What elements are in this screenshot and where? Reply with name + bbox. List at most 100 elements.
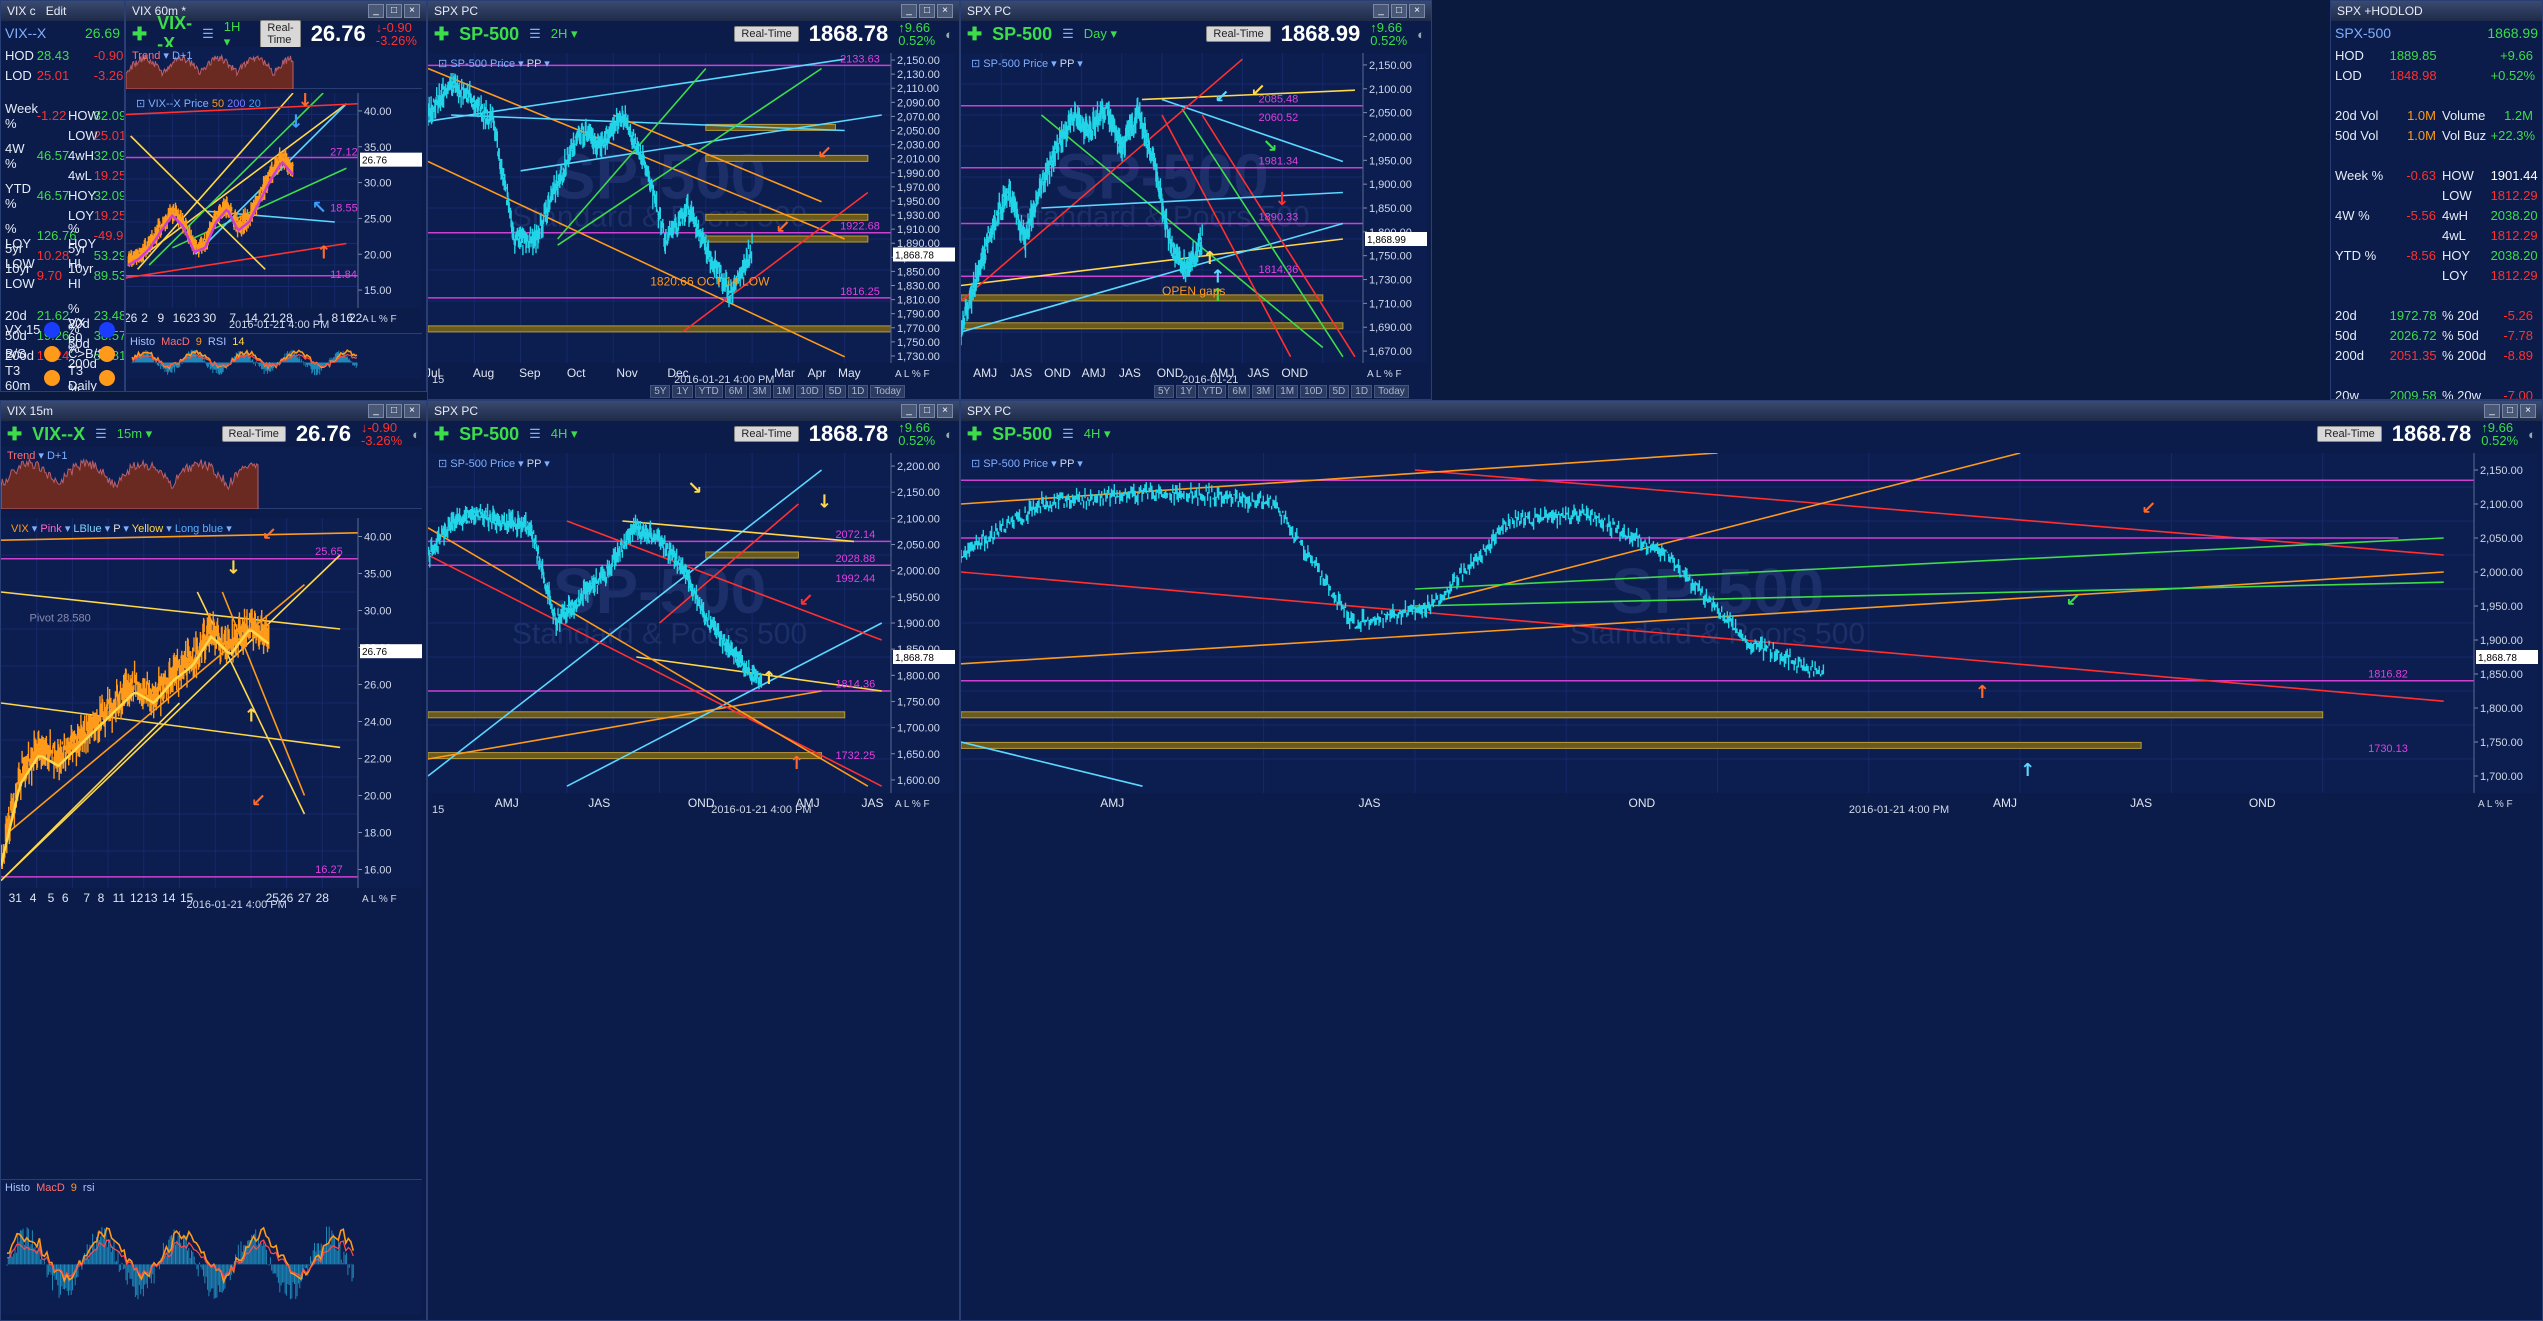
timeframe-button[interactable]: 3M: [1252, 385, 1275, 398]
minimize-button[interactable]: _: [368, 404, 384, 418]
close-button[interactable]: ×: [2520, 404, 2536, 418]
scale-options[interactable]: A L % F: [895, 369, 930, 380]
chart-titlebar[interactable]: SPX PC _ □ ×: [428, 401, 959, 421]
maximize-button[interactable]: □: [386, 4, 402, 18]
list-icon[interactable]: ☰: [1062, 26, 1074, 41]
list-icon[interactable]: ☰: [202, 26, 214, 41]
chart-titlebar[interactable]: VIX 15m _ □ ×: [1, 401, 426, 421]
realtime-button[interactable]: Real-Time: [1206, 26, 1271, 42]
list-icon[interactable]: ☰: [1062, 426, 1074, 441]
chart-plot-area[interactable]: ↓ ↓ ↖ ↑ 40.00 35.00 30.00 25.00 20.00 15.00 27.12 1…: [126, 93, 422, 308]
symbol-selector[interactable]: SP-500: [992, 23, 1053, 44]
interval-selector[interactable]: 15m ▾: [116, 426, 153, 441]
legend-item[interactable]: LBlue: [73, 523, 102, 535]
timeframe-button[interactable]: 5Y: [650, 385, 671, 398]
chart-plot-area[interactable]: SP-500 Standard & Poors 500 ↘ ↓ ↙ ↑ ↑ 2,200.00 2…: [428, 453, 955, 793]
scale-options[interactable]: A L % F: [2478, 799, 2513, 810]
close-button[interactable]: ×: [1409, 4, 1425, 18]
chart-titlebar[interactable]: VIX 60m * _ □ ×: [126, 1, 426, 21]
timeframe-button[interactable]: 3M: [748, 385, 771, 398]
timeframe-button[interactable]: 1M: [772, 385, 795, 398]
chart-titlebar[interactable]: SPX PC _ □ ×: [428, 1, 959, 21]
trend-study-panel[interactable]: Trend ▾ D+1: [1, 447, 422, 509]
chart-plot-area[interactable]: SP-500 Standard & Poors 500 ↙ ↙ ↑ ↑ 2,150.00 2,…: [961, 453, 2538, 793]
study-legend[interactable]: ⊡ SP-500 Price ▾ PP ▾: [971, 458, 1083, 470]
scale-options[interactable]: A L % F: [1367, 369, 1402, 380]
interval-selector[interactable]: 4H ▾: [1083, 426, 1111, 441]
timeframe-button[interactable]: YTD: [694, 385, 723, 398]
chart-titlebar[interactable]: SPX PC _ □ ×: [961, 401, 2542, 421]
lower-study-legend[interactable]: Histo MacD 9 rsi: [5, 1182, 101, 1194]
timeframe-button[interactable]: 6M: [724, 385, 747, 398]
symbol-selector[interactable]: SP-500: [459, 23, 520, 44]
vix-quote-titlebar[interactable]: VIX c Edit: [1, 1, 124, 21]
globe-icon[interactable]: ◐: [412, 426, 420, 442]
realtime-button[interactable]: Real-Time: [734, 426, 799, 442]
maximize-button[interactable]: □: [919, 4, 935, 18]
interval-selector[interactable]: 1H ▾: [223, 18, 241, 49]
realtime-button[interactable]: Real-Time: [221, 426, 286, 442]
legend-item[interactable]: P: [113, 523, 121, 535]
maximize-button[interactable]: □: [386, 404, 402, 418]
timeframe-button[interactable]: 5D: [1328, 385, 1350, 398]
study-legend[interactable]: ⊡ VIX--X Price 50 200 20: [136, 97, 261, 110]
edit-button[interactable]: Edit: [45, 4, 67, 18]
timeframe-button[interactable]: YTD: [1198, 385, 1227, 398]
minimize-button[interactable]: _: [2484, 404, 2500, 418]
spx-quote-titlebar[interactable]: SPX +HODLOD: [2331, 1, 2542, 21]
minimize-button[interactable]: _: [1373, 4, 1389, 18]
scale-options[interactable]: A L % F: [362, 894, 397, 905]
lower-study-panel[interactable]: Histo MacD 9 RSI 14: [126, 333, 422, 379]
timeframe-button[interactable]: Today: [1374, 385, 1409, 398]
trend-study-panel[interactable]: Trend ▾ D+1: [126, 47, 422, 89]
legend-item[interactable]: Yellow: [131, 523, 164, 535]
study-legend[interactable]: VIX ▾ Pink ▾ LBlue ▾ P ▾ Yellow ▾ Long b…: [11, 523, 232, 535]
interval-selector[interactable]: 2H ▾: [550, 26, 578, 41]
timeframe-button[interactable]: 1M: [1276, 385, 1299, 398]
realtime-button[interactable]: Real-Time: [260, 20, 301, 48]
close-button[interactable]: ×: [404, 404, 420, 418]
lower-study-legend[interactable]: Histo MacD 9 RSI 14: [130, 336, 251, 348]
maximize-button[interactable]: □: [1391, 4, 1407, 18]
timeframe-button[interactable]: 5D: [824, 385, 846, 398]
timeframe-button[interactable]: 6M: [1228, 385, 1251, 398]
add-symbol-icon[interactable]: ✚: [434, 23, 450, 44]
add-symbol-icon[interactable]: ✚: [132, 23, 148, 44]
study-legend[interactable]: ⊡ SP-500 Price ▾ PP ▾: [438, 58, 550, 70]
symbol-selector[interactable]: SP-500: [992, 423, 1053, 444]
list-icon[interactable]: ☰: [95, 426, 107, 441]
add-symbol-icon[interactable]: ✚: [967, 23, 983, 44]
study-legend[interactable]: ⊡ SP-500 Price ▾ PP ▾: [971, 58, 1083, 70]
lower-study-panel[interactable]: Histo MacD 9 rsi: [1, 1179, 422, 1315]
chart-plot-area[interactable]: SP-500 Standard & Poors 500 ↙ ↙ ↘ ↓ ↑ ↑ ↑ 2,150.0…: [961, 53, 1427, 363]
minimize-button[interactable]: _: [901, 4, 917, 18]
chart-titlebar[interactable]: SPX PC _ □ ×: [961, 1, 1431, 21]
scale-options[interactable]: A L % F: [895, 799, 930, 810]
timeframe-button[interactable]: 1D: [1351, 385, 1373, 398]
maximize-button[interactable]: □: [919, 404, 935, 418]
globe-icon[interactable]: ◐: [1417, 26, 1425, 42]
interval-selector[interactable]: 4H ▾: [550, 426, 578, 441]
legend-item[interactable]: VIX: [11, 523, 29, 535]
globe-icon[interactable]: ◐: [945, 426, 953, 442]
globe-icon[interactable]: ◐: [2528, 426, 2536, 442]
legend-item[interactable]: Long blue: [174, 523, 224, 535]
timeframe-button[interactable]: 1Y: [1176, 385, 1197, 398]
timeframe-button[interactable]: Today: [870, 385, 906, 398]
close-button[interactable]: ×: [937, 4, 953, 18]
timeframe-button[interactable]: 1Y: [672, 385, 693, 398]
list-icon[interactable]: ☰: [529, 26, 541, 41]
trend-study-legend[interactable]: Trend ▾ D+1: [132, 50, 193, 62]
timeframe-button[interactable]: 1D: [847, 385, 869, 398]
globe-icon[interactable]: ◐: [945, 26, 953, 42]
add-symbol-icon[interactable]: ✚: [967, 423, 983, 444]
interval-selector[interactable]: Day ▾: [1083, 26, 1118, 41]
maximize-button[interactable]: □: [2502, 404, 2518, 418]
legend-item[interactable]: Pink: [40, 523, 62, 535]
chart-plot-area[interactable]: ↙↓↑↙40.0035.0030.0028.0026.0024.0022.002…: [1, 518, 422, 888]
close-button[interactable]: ×: [404, 4, 420, 18]
symbol-selector[interactable]: SP-500: [459, 423, 520, 444]
trend-study-legend[interactable]: Trend ▾ D+1: [7, 450, 68, 462]
add-symbol-icon[interactable]: ✚: [434, 423, 450, 444]
